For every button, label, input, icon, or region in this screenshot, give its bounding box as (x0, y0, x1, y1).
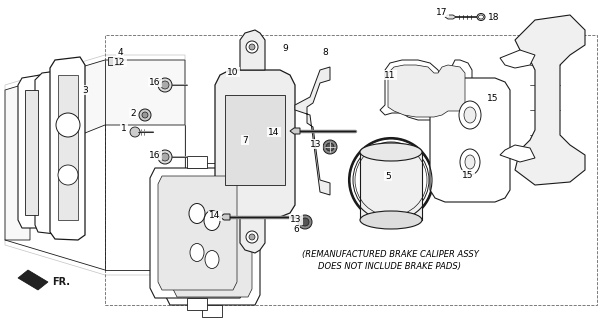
Circle shape (326, 143, 334, 151)
Bar (360, 152, 422, 220)
Polygon shape (430, 78, 510, 202)
Text: 15: 15 (462, 171, 474, 180)
Text: DOES NOT INCLUDE BRAKE PADS): DOES NOT INCLUDE BRAKE PADS) (318, 262, 462, 271)
Text: 6: 6 (293, 226, 299, 235)
Polygon shape (187, 156, 207, 168)
Text: 7: 7 (242, 135, 248, 145)
Polygon shape (295, 67, 330, 195)
Polygon shape (240, 30, 265, 70)
Polygon shape (35, 70, 68, 234)
Ellipse shape (205, 251, 219, 268)
Polygon shape (290, 128, 300, 134)
Circle shape (249, 234, 255, 240)
Text: 12: 12 (114, 58, 126, 67)
Text: 16: 16 (149, 77, 161, 86)
Circle shape (158, 78, 172, 92)
Circle shape (58, 165, 78, 185)
Text: (REMANUFACTURED BRAKE CALIPER ASSY: (REMANUFACTURED BRAKE CALIPER ASSY (301, 251, 478, 260)
Polygon shape (5, 60, 185, 240)
Bar (105, 35, 597, 305)
Text: 9: 9 (282, 44, 288, 52)
Text: 3: 3 (82, 85, 88, 94)
Text: 2: 2 (130, 108, 136, 117)
Ellipse shape (190, 244, 204, 261)
Text: 1: 1 (121, 124, 127, 132)
Text: 14: 14 (268, 127, 280, 137)
Circle shape (246, 41, 258, 53)
Text: 17: 17 (436, 7, 448, 17)
Polygon shape (187, 298, 207, 310)
Circle shape (130, 127, 140, 137)
Ellipse shape (204, 211, 220, 230)
Ellipse shape (460, 149, 480, 175)
Ellipse shape (360, 211, 422, 229)
Polygon shape (18, 270, 48, 290)
Polygon shape (18, 75, 40, 228)
Polygon shape (500, 50, 535, 68)
Text: 14: 14 (209, 212, 221, 220)
Text: 10: 10 (228, 68, 239, 76)
Ellipse shape (459, 101, 481, 129)
Polygon shape (165, 175, 260, 305)
Polygon shape (215, 70, 295, 217)
Text: 16: 16 (149, 150, 161, 159)
Polygon shape (173, 183, 252, 297)
Ellipse shape (189, 204, 205, 223)
Text: 13: 13 (310, 140, 321, 148)
Circle shape (56, 113, 80, 137)
Polygon shape (50, 57, 85, 240)
Polygon shape (515, 15, 585, 185)
Circle shape (301, 218, 309, 226)
Circle shape (298, 215, 312, 229)
Circle shape (158, 150, 172, 164)
Polygon shape (202, 305, 222, 317)
Circle shape (249, 44, 255, 50)
Circle shape (323, 140, 337, 154)
Text: 11: 11 (384, 70, 396, 79)
Text: 13: 13 (290, 215, 302, 225)
Ellipse shape (465, 155, 475, 169)
Text: 18: 18 (488, 12, 500, 21)
Ellipse shape (478, 15, 484, 19)
Polygon shape (388, 65, 465, 117)
Bar (225, 95, 285, 185)
Polygon shape (58, 75, 78, 220)
Ellipse shape (360, 143, 422, 161)
Polygon shape (202, 163, 222, 175)
Circle shape (142, 112, 148, 118)
Circle shape (161, 81, 169, 89)
Text: 8: 8 (322, 47, 328, 57)
Polygon shape (240, 217, 265, 253)
Text: FR.: FR. (52, 277, 70, 287)
Polygon shape (150, 168, 245, 298)
Bar (108, 57, 120, 65)
Ellipse shape (477, 13, 485, 20)
Polygon shape (445, 15, 456, 19)
Text: 4: 4 (117, 47, 123, 57)
Polygon shape (25, 90, 38, 215)
Text: 15: 15 (487, 93, 499, 102)
Circle shape (139, 109, 151, 121)
Circle shape (161, 153, 169, 161)
Ellipse shape (464, 107, 476, 123)
Polygon shape (380, 60, 472, 120)
Polygon shape (500, 145, 535, 162)
Circle shape (246, 231, 258, 243)
Polygon shape (158, 176, 237, 290)
Text: 5: 5 (385, 172, 391, 180)
Polygon shape (220, 214, 230, 220)
